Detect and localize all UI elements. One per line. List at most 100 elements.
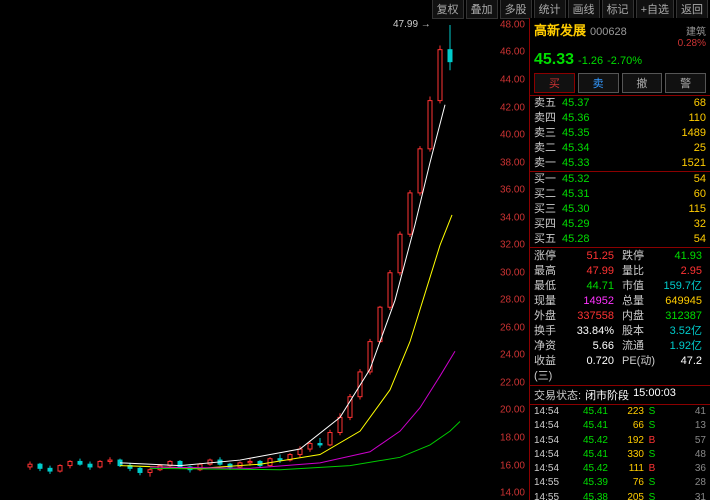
- ob-label: 买四: [534, 217, 562, 232]
- y-tick-label: 30.00: [500, 267, 525, 278]
- tick-vol: 111: [608, 462, 644, 476]
- tick-time: 14:55: [534, 476, 568, 490]
- ob-label: 买二: [534, 187, 562, 202]
- orderbook-row: 卖五 45.37 68: [530, 96, 710, 111]
- y-tick-label: 40.00: [500, 130, 525, 141]
- tick-time: 14:54: [534, 405, 568, 419]
- action-button[interactable]: 买: [534, 73, 575, 93]
- ob-vol: 115: [658, 202, 706, 217]
- tick-side: S: [644, 491, 660, 500]
- stat-value: 51.25: [562, 249, 618, 264]
- y-tick-label: 14.00: [500, 488, 525, 499]
- orderbook-row: 卖三 45.35 1489: [530, 126, 710, 141]
- y-tick-label: 46.00: [500, 47, 525, 58]
- stat-row: 换手 33.84% 股本 3.52亿: [530, 324, 710, 339]
- price-line: 45.33 -1.26 -2.70%: [530, 51, 710, 71]
- last-price: 45.33: [534, 51, 574, 69]
- tick-vol: 76: [608, 476, 644, 490]
- ob-vol: 54: [658, 172, 706, 187]
- tick-row: 14:54 45.42 111 B 36: [530, 462, 710, 476]
- ob-label: 买五: [534, 232, 562, 247]
- tick-time: 14:55: [534, 491, 568, 500]
- ob-price: 45.32: [562, 172, 658, 187]
- tick-price: 45.41: [568, 448, 608, 462]
- tick-row: 14:54 45.41 66 S 13: [530, 419, 710, 433]
- tick-row: 14:55 45.38 205 S 31: [530, 491, 710, 500]
- ob-vol: 60: [658, 187, 706, 202]
- stat-label: 总量: [618, 294, 650, 309]
- change-pct: -2.70%: [607, 55, 642, 67]
- stat-label: 内盘: [618, 309, 650, 324]
- stat-value: 159.7亿: [650, 279, 706, 294]
- tick-side: S: [644, 419, 660, 433]
- ob-vol: 25: [658, 141, 706, 156]
- ob-vol: 1489: [658, 126, 706, 141]
- toolbar-item[interactable]: +自选: [636, 0, 674, 19]
- action-button[interactable]: 卖: [578, 73, 619, 93]
- chart-svg: [0, 18, 500, 500]
- stat-value: 47.2: [650, 354, 706, 384]
- ob-price: 45.33: [562, 156, 658, 171]
- tick-side: S: [644, 405, 660, 419]
- action-button[interactable]: 撤: [622, 73, 663, 93]
- tick-row: 14:54 45.41 223 S 41: [530, 405, 710, 419]
- stat-row: 收益(三) 0.720 PE(动) 47.2: [530, 354, 710, 384]
- orderbook-row: 卖一 45.33 1521: [530, 156, 710, 171]
- ob-vol: 68: [658, 96, 706, 111]
- ob-price: 45.36: [562, 111, 658, 126]
- status-value: 闭市阶段: [585, 387, 629, 403]
- y-tick-label: 42.00: [500, 102, 525, 113]
- toolbar-item[interactable]: 画线: [568, 0, 600, 19]
- tick-extra: 31: [660, 491, 706, 500]
- tick-vol: 205: [608, 491, 644, 500]
- toolbar-item[interactable]: 叠加: [466, 0, 498, 19]
- toolbar-item[interactable]: 多股: [500, 0, 532, 19]
- orderbook-row: 买四 45.29 32: [530, 217, 710, 232]
- toolbar-item[interactable]: 标记: [602, 0, 634, 19]
- stat-value: 3.52亿: [650, 324, 706, 339]
- tick-row: 14:54 45.42 192 B 57: [530, 434, 710, 448]
- orderbook-bids: 买一 45.32 54买二 45.31 60买三 45.30 115买四 45.…: [530, 172, 710, 248]
- tick-side: S: [644, 448, 660, 462]
- stat-row: 最高 47.99 量比 2.95: [530, 264, 710, 279]
- tick-price: 45.42: [568, 434, 608, 448]
- tick-price: 45.41: [568, 405, 608, 419]
- tick-side: S: [644, 476, 660, 490]
- tick-extra: 41: [660, 405, 706, 419]
- stat-value: 1.92亿: [650, 339, 706, 354]
- toolbar-item[interactable]: 统计: [534, 0, 566, 19]
- ob-vol: 32: [658, 217, 706, 232]
- ob-vol: 54: [658, 232, 706, 247]
- orderbook-asks: 卖五 45.37 68卖四 45.36 110卖三 45.35 1489卖二 4…: [530, 96, 710, 172]
- orderbook-row: 卖二 45.34 25: [530, 141, 710, 156]
- ob-price: 45.37: [562, 96, 658, 111]
- stat-value: 312387: [650, 309, 706, 324]
- stat-label: 现量: [530, 294, 562, 309]
- stat-value: 14952: [562, 294, 618, 309]
- stat-label: 外盘: [530, 309, 562, 324]
- y-tick-label: 26.00: [500, 322, 525, 333]
- tick-extra: 36: [660, 462, 706, 476]
- ob-label: 卖一: [534, 156, 562, 171]
- stat-row: 最低 44.71 市值 159.7亿: [530, 279, 710, 294]
- y-tick-label: 36.00: [500, 185, 525, 196]
- y-tick-label: 22.00: [500, 377, 525, 388]
- stat-value: 337558: [562, 309, 618, 324]
- stat-value: 2.95: [650, 264, 706, 279]
- toolbar-item[interactable]: 返回: [676, 0, 708, 19]
- y-tick-label: 18.00: [500, 433, 525, 444]
- stat-label: 换手: [530, 324, 562, 339]
- stat-label: PE(动): [618, 354, 650, 384]
- toolbar-item[interactable]: 复权: [432, 0, 464, 19]
- tick-time: 14:54: [534, 419, 568, 433]
- action-button[interactable]: 警: [665, 73, 706, 93]
- trading-status: 交易状态: 闭市阶段 15:00:03: [530, 386, 710, 405]
- tick-price: 45.41: [568, 419, 608, 433]
- tick-side: B: [644, 462, 660, 476]
- status-label: 交易状态:: [534, 387, 581, 403]
- tick-price: 45.39: [568, 476, 608, 490]
- stat-label: 跌停: [618, 249, 650, 264]
- ob-price: 45.31: [562, 187, 658, 202]
- quote-panel: 高新发展 000628 建筑 0.28% 45.33 -1.26 -2.70% …: [530, 18, 710, 500]
- tick-extra: 57: [660, 434, 706, 448]
